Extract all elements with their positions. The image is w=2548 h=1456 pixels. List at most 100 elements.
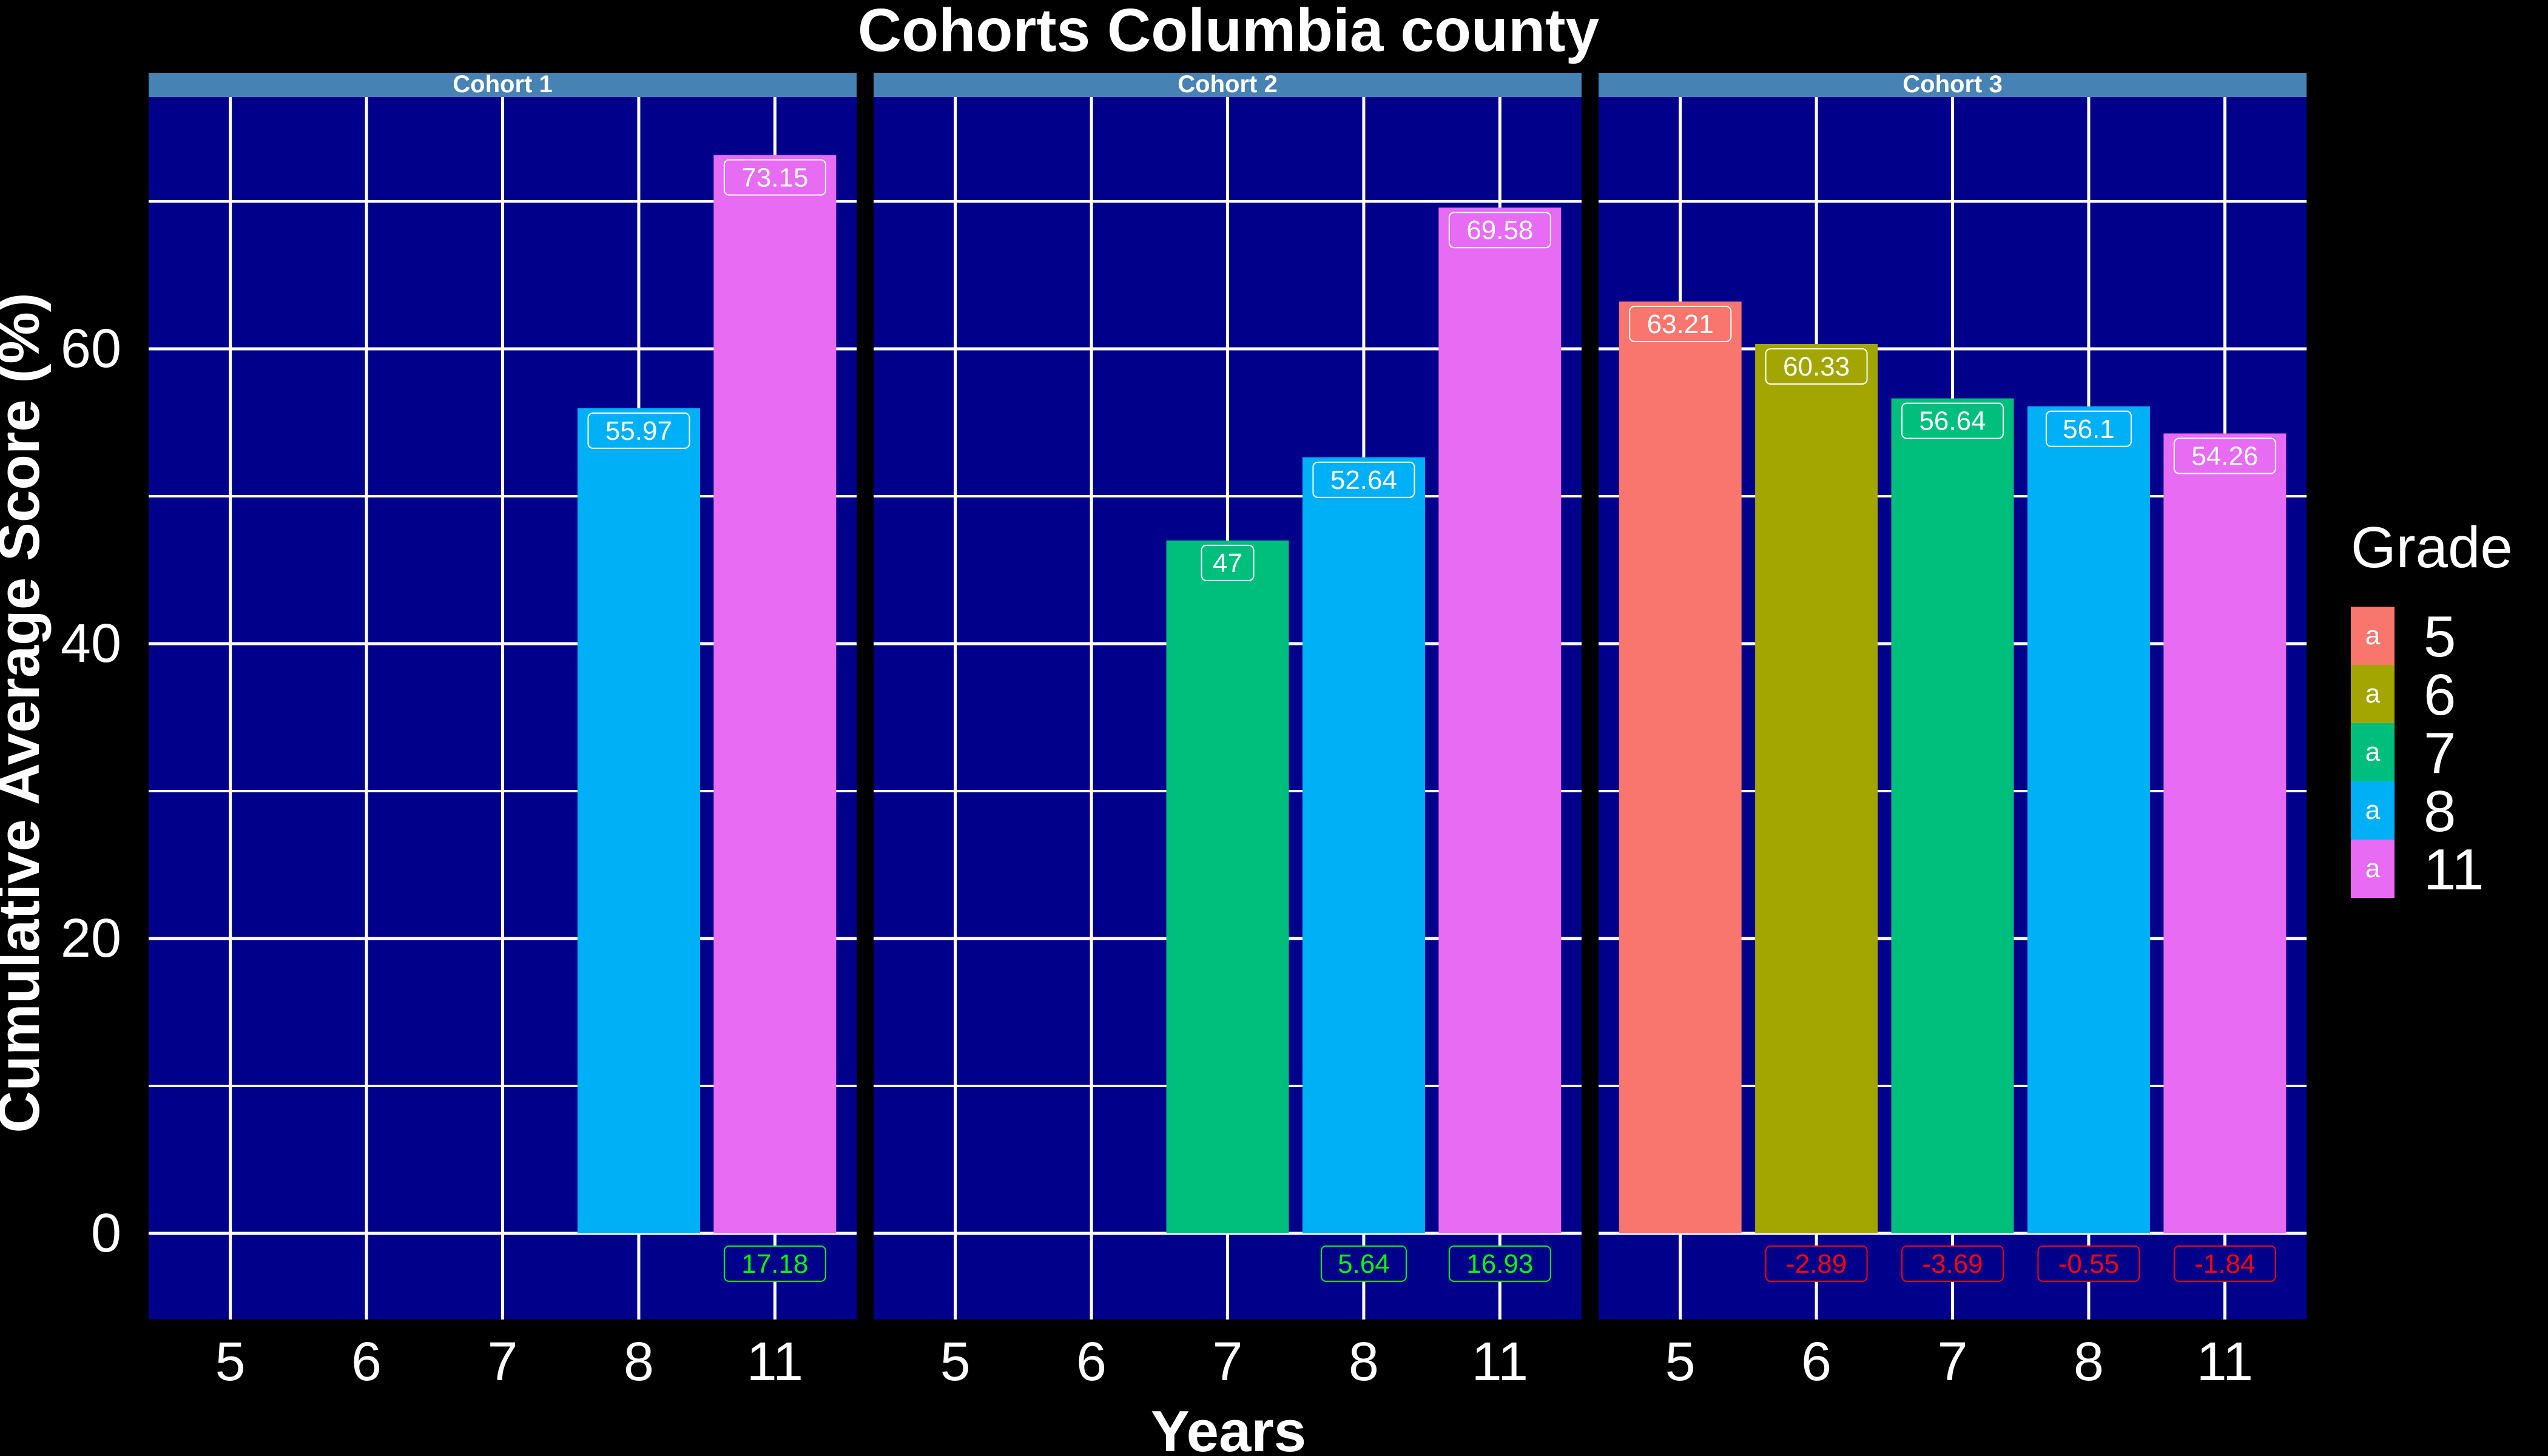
bar	[1891, 398, 2014, 1234]
bar	[1166, 540, 1289, 1233]
bar-value-label: 55.97	[605, 416, 672, 446]
bar-value-label-box	[723, 159, 826, 196]
bar	[1302, 457, 1425, 1233]
facet-strip-label: Cohort 3	[1903, 71, 2002, 98]
x-tick-label: 7	[1212, 1332, 1242, 1392]
legend: Grade a 5a 6a 7a 8a 11	[2351, 515, 2513, 902]
x-tick-label: 8	[624, 1332, 654, 1392]
x-tick-label: 11	[2197, 1332, 2253, 1392]
legend-key	[2351, 665, 2395, 723]
bar-value-label-box	[1201, 544, 1255, 581]
legend-key	[2351, 840, 2395, 898]
x-tick-label: 11	[747, 1332, 803, 1392]
facet-panels: Cohort 1 55.97 73.15 17.18 5 6 7 8 11 Cohort 2 47 5…	[149, 71, 2307, 1392]
x-tick-label: 6	[351, 1332, 382, 1392]
bar-value-label-box	[2173, 437, 2276, 474]
bar-value-label-box	[2045, 410, 2132, 447]
facet-strip	[149, 73, 857, 97]
change-label-box	[2173, 1245, 2276, 1282]
facet-panel: Cohort 1 55.97 73.15 17.18 5 6 7 8 11	[149, 71, 857, 1392]
facet-strip-label: Cohort 1	[453, 71, 552, 98]
bar-value-label: 73.15	[741, 163, 808, 192]
x-tick-label: 8	[2074, 1332, 2104, 1392]
y-tick-label: 40	[61, 613, 121, 674]
legend-label: 11	[2424, 837, 2484, 902]
y-tick-label: 0	[91, 1203, 121, 1264]
bar-value-label: 52.64	[1330, 465, 1397, 495]
bar-value-label: 47	[1213, 548, 1242, 578]
legend-key-glyph: a	[2365, 854, 2381, 883]
legend-title: Grade	[2351, 515, 2513, 580]
legend-label: 7	[2424, 721, 2456, 786]
y-tick-label: 20	[61, 908, 121, 969]
change-label-box	[1901, 1245, 2004, 1282]
facet-panel: Cohort 2 47 52.64 5.64 69.58 16.93 5 6 7 8 11	[874, 71, 1582, 1392]
legend-key-glyph: a	[2365, 795, 2381, 825]
legend-key	[2351, 781, 2395, 840]
x-tick-label: 5	[1665, 1332, 1696, 1392]
bar-value-label-box	[1448, 212, 1551, 249]
x-tick-label: 5	[215, 1332, 246, 1392]
x-tick-label: 6	[1801, 1332, 1832, 1392]
bar	[2163, 433, 2287, 1234]
bar	[713, 155, 837, 1234]
bar	[577, 408, 700, 1234]
facet-strip	[874, 73, 1582, 97]
bar-value-label: 69.58	[1466, 215, 1533, 245]
change-label: -2.89	[1786, 1249, 1847, 1279]
legend-label: 5	[2424, 604, 2456, 669]
change-label-box	[2037, 1245, 2140, 1282]
chart-title: Cohorts Columbia county	[858, 0, 1600, 64]
change-label: 5.64	[1338, 1249, 1390, 1279]
x-tick-label: 6	[1076, 1332, 1107, 1392]
bar	[1755, 343, 1878, 1234]
change-label: -0.55	[2058, 1249, 2119, 1279]
bar-value-label-box	[1901, 402, 2004, 439]
x-tick-label: 8	[1349, 1332, 1379, 1392]
legend-label: 8	[2424, 779, 2456, 844]
change-label: -3.69	[1922, 1249, 1983, 1279]
bar	[1438, 207, 1562, 1233]
facet-panel: Cohort 3 63.21 60.33 -2.89 56.64 -3.69 56.1 -0.…	[1599, 71, 2307, 1392]
x-axis-title: Years	[1151, 1399, 1306, 1456]
change-label-box	[1765, 1245, 1868, 1282]
x-tick-label: 7	[487, 1332, 517, 1392]
legend-items: a 5a 6a 7a 8a 11	[2351, 604, 2484, 902]
change-label: 17.18	[741, 1249, 808, 1279]
change-label-box	[1448, 1245, 1551, 1282]
bar-value-label: 63.21	[1647, 309, 1714, 339]
legend-key-glyph: a	[2365, 621, 2381, 650]
legend-label: 6	[2424, 662, 2456, 727]
change-label: 16.93	[1466, 1249, 1533, 1279]
facet-strip-label: Cohort 2	[1178, 71, 1277, 98]
legend-key-glyph: a	[2365, 679, 2381, 709]
facet-strip	[1599, 73, 2307, 97]
bar-value-label-box	[1312, 461, 1415, 498]
bar-value-label-box	[1765, 348, 1868, 385]
change-label-box	[723, 1245, 826, 1282]
bar-value-label: 60.33	[1783, 352, 1850, 382]
bar-value-label: 56.1	[2063, 414, 2115, 444]
bar-value-label: 54.26	[2191, 441, 2258, 471]
bar	[1619, 301, 1742, 1233]
bar-value-label-box	[587, 412, 690, 449]
legend-key	[2351, 723, 2395, 781]
legend-key	[2351, 607, 2395, 665]
legend-key-glyph: a	[2365, 737, 2381, 767]
legend-item: a 11	[2351, 837, 2484, 902]
x-tick-label: 5	[940, 1332, 971, 1392]
change-label-box	[1320, 1245, 1407, 1282]
bar-value-label: 56.64	[1919, 406, 1986, 436]
y-tick-label: 60	[61, 318, 121, 379]
y-tick-labels: 0 20 40 60	[61, 318, 121, 1264]
change-label: -1.84	[2194, 1249, 2255, 1279]
y-axis-title: Cumulative Average Score (%)	[0, 292, 52, 1133]
x-tick-label: 7	[1937, 1332, 1967, 1392]
x-tick-label: 11	[1472, 1332, 1528, 1392]
bar	[2027, 406, 2150, 1233]
